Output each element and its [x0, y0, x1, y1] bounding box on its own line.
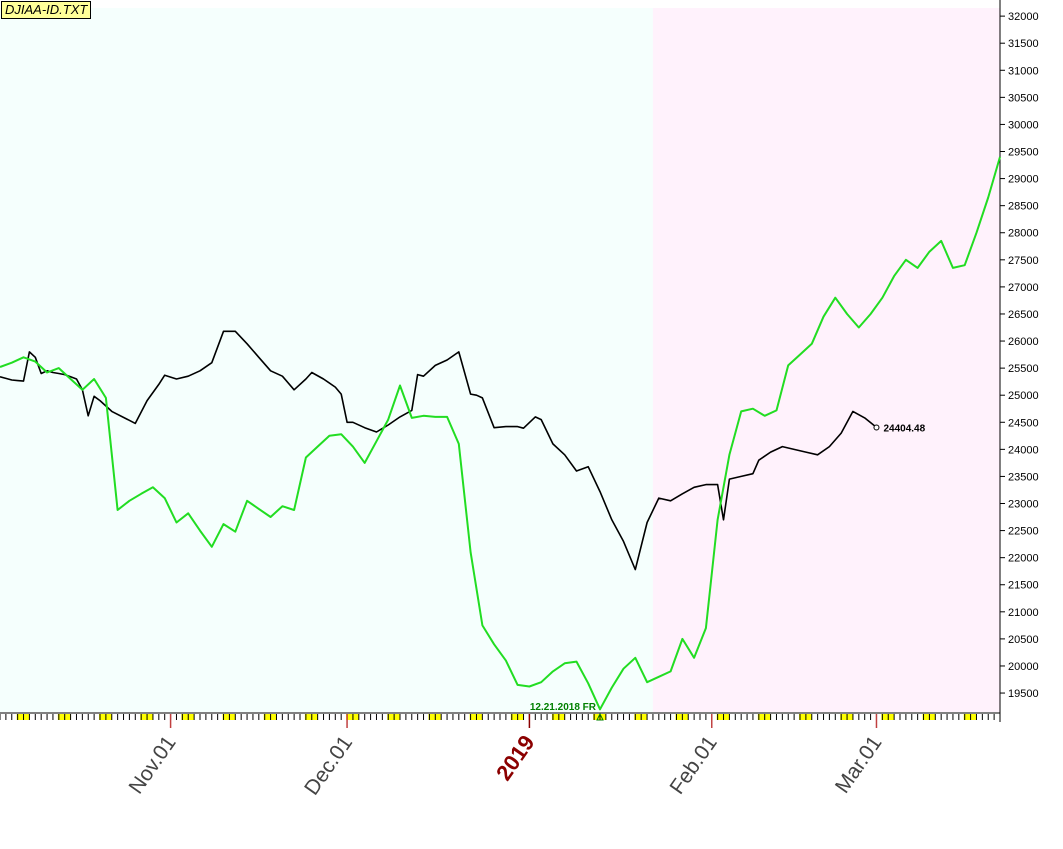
- last-price-label: 24404.48: [883, 423, 925, 434]
- low-marker-triangle: [596, 712, 604, 721]
- series-layer: [0, 156, 1001, 711]
- x-axis-tick-label: 2019: [491, 731, 540, 785]
- y-axis-tick-label: 28000: [1008, 228, 1039, 240]
- y-axis-tick-label: 26500: [1008, 309, 1039, 321]
- y-axis-tick-label: 32000: [1008, 11, 1039, 23]
- y-axis-tick-label: 25000: [1008, 390, 1039, 402]
- y-axis-tick-label: 29000: [1008, 174, 1039, 186]
- y-axis-tick-label: 23000: [1008, 499, 1039, 511]
- y-axis-tick-label: 26000: [1008, 336, 1039, 348]
- y-axis-tick-label: 30000: [1008, 119, 1039, 131]
- y-axis-tick-label: 20000: [1008, 661, 1039, 673]
- x-axis-tick-label: Nov.01: [125, 732, 181, 798]
- weekend-marker: [551, 714, 565, 720]
- y-axis-tick-label: 27500: [1008, 255, 1039, 267]
- y-axis-tick-label: 25500: [1008, 363, 1039, 375]
- y-axis-tick-label: 29500: [1008, 147, 1039, 159]
- y-axis-tick-label: 22500: [1008, 526, 1039, 538]
- y-axis-tick-label: 23500: [1008, 471, 1039, 483]
- y-axis-ticks: 19500 20000 20500 21000 21500 22000 22500 23000…: [1000, 11, 1039, 700]
- file-name-label: DJIAA-ID.TXT: [1, 1, 92, 19]
- y-axis-tick-label: 31000: [1008, 65, 1039, 77]
- y-axis-tick-label: 30500: [1008, 92, 1039, 104]
- time-axis-strip: [0, 712, 1001, 720]
- forecast-background: [652, 8, 1000, 712]
- low-marker-label: 12.21.2018 FR: [530, 702, 597, 713]
- x-axis-tick-label: Dec.01: [300, 732, 357, 800]
- weekend-marker: [675, 714, 689, 720]
- annotation-layer: 24404.48 12.21.2018 FR: [530, 423, 926, 721]
- y-axis-tick-label: 27000: [1008, 282, 1039, 294]
- y-axis-tick-label: 20500: [1008, 634, 1039, 646]
- y-axis-tick-label: 24000: [1008, 444, 1039, 456]
- y-axis-tick-label: 19500: [1008, 688, 1039, 700]
- price-series-line: [0, 330, 878, 571]
- y-axis-tick-label: 21500: [1008, 580, 1039, 592]
- y-axis-tick-label: 22000: [1008, 553, 1039, 565]
- y-axis-tick-label: 21000: [1008, 607, 1039, 619]
- x-axis-tick-label: Mar.01: [831, 732, 887, 798]
- x-axis-tick-labels: Nov.01 Dec.01 2019 Feb.01 Mar.01: [125, 714, 887, 799]
- y-axis-tick-label: 24500: [1008, 417, 1039, 429]
- history-background: [0, 8, 653, 712]
- y-axis-tick-label: 28500: [1008, 201, 1039, 213]
- last-price-marker: [873, 424, 880, 431]
- x-axis-tick-label: Feb.01: [666, 732, 722, 799]
- y-axis-tick-label: 31500: [1008, 38, 1039, 50]
- forecast-series-line: [0, 156, 1001, 711]
